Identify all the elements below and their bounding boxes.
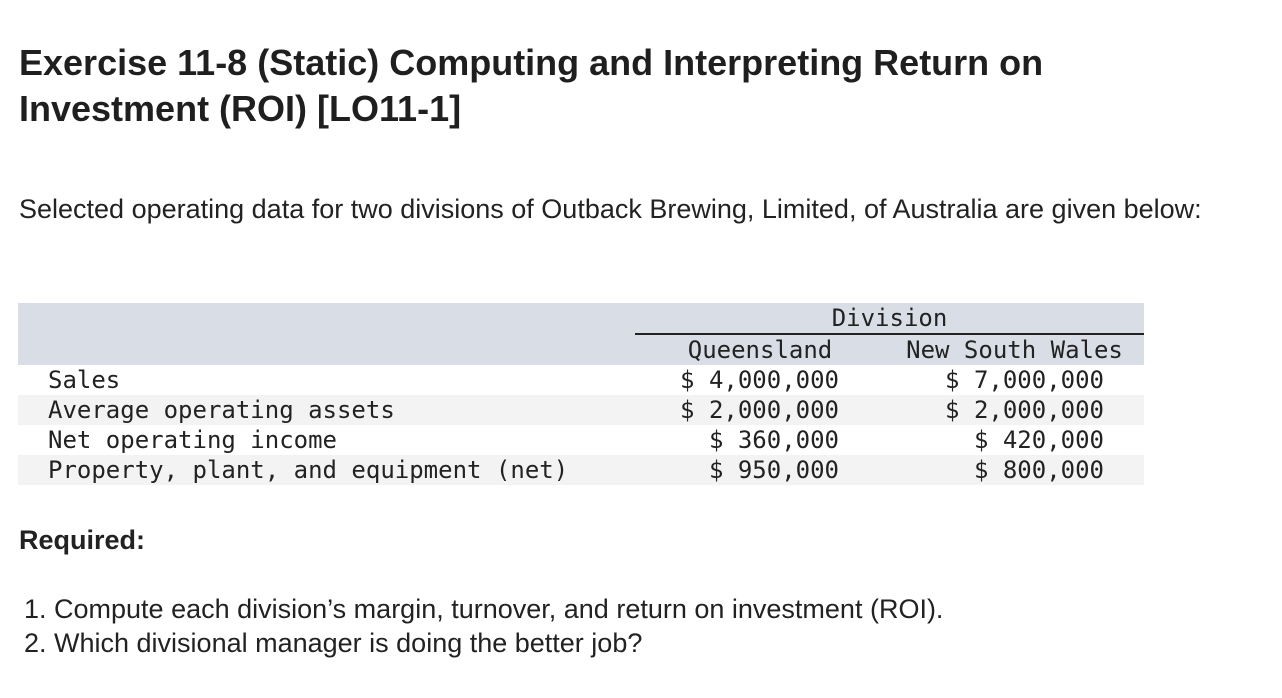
new-south-wales-value: $ 2,000,000 <box>945 396 1104 424</box>
new-south-wales-value: $ 800,000 <box>973 456 1104 484</box>
table-row-property-plant-equipment: Property, plant, and equipment (net) $ 9… <box>18 455 1144 485</box>
requirements-list: 1. Compute each division’s margin, turno… <box>24 592 943 660</box>
table-row-sales: Sales $ 4,000,000 $ 7,000,000 <box>18 365 1144 395</box>
list-item: 2. Which divisional manager is doing the… <box>24 628 643 658</box>
operating-data-table: Division Queensland New South Wales Sale… <box>18 303 1144 485</box>
column-header-queensland: Queensland <box>687 336 833 364</box>
queensland-value: $ 2,000,000 <box>680 396 839 424</box>
queensland-value: $ 4,000,000 <box>680 366 839 394</box>
exercise-title: Exercise 11-8 (Static) Computing and Int… <box>19 42 1044 129</box>
list-item: 1. Compute each division’s margin, turno… <box>24 594 944 624</box>
new-south-wales-value: $ 7,000,000 <box>945 366 1104 394</box>
row-label: Property, plant, and equipment (net) <box>48 456 569 484</box>
row-label: Net operating income <box>48 426 337 454</box>
table-row-average-operating-assets: Average operating assets $ 2,000,000 $ 2… <box>18 395 1144 425</box>
queensland-value: $ 950,000 <box>708 456 839 484</box>
table-row-net-operating-income: Net operating income $ 360,000 $ 420,000 <box>18 425 1144 455</box>
column-header-new-south-wales: New South Wales <box>906 336 1123 364</box>
new-south-wales-value: $ 420,000 <box>973 426 1104 454</box>
row-label: Sales <box>48 366 121 394</box>
intro-text: Selected operating data for two division… <box>19 194 1202 224</box>
row-label: Average operating assets <box>48 396 395 424</box>
required-heading: Required: <box>19 525 146 555</box>
table-header: Division Queensland New South Wales <box>18 303 1144 365</box>
division-header: Division <box>635 303 1144 335</box>
queensland-value: $ 360,000 <box>708 426 839 454</box>
